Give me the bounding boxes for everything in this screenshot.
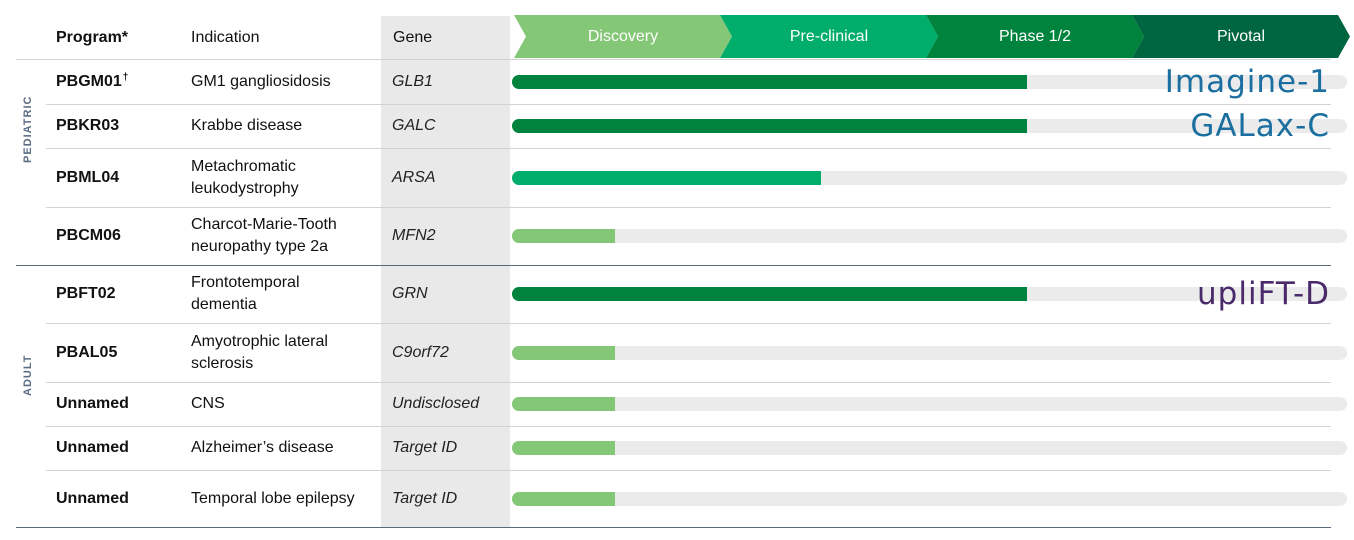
program-name: PBCM06 [56,227,121,244]
stage-label: Phase 1/2 [998,27,1072,45]
gene: Target ID [392,489,458,507]
program-logo: upliFT-D [1197,276,1330,312]
group-label: ADULT [22,354,34,396]
program-name: PBML04 [56,168,120,186]
indication: Frontotemporal dementia [191,274,300,313]
gene: C9orf72 [392,343,449,361]
progress-bar [512,345,615,360]
gene: ARSA [392,168,436,186]
row-divider [46,426,1331,427]
progress-track [512,491,1347,506]
progress-bar [512,287,1027,301]
progress-bar [512,170,821,185]
indication: Krabbe disease [191,117,303,134]
program-name: PBAL05 [56,343,118,361]
stage-label: Discovery [587,27,659,45]
header-program: Program* [56,29,129,46]
gene: Target ID [392,439,458,456]
indication: Metachromatic leukodystrophy [191,157,299,197]
gene: MFN2 [392,227,436,244]
dagger-footnote: † [122,71,129,83]
indication: Amyotrophic lateral sclerosis [191,332,328,372]
program-name: PBGM01† [56,71,129,90]
gene: GRN [392,285,428,302]
row-divider [46,323,1331,324]
program-name: Unnamed [56,489,129,507]
indication: Charcot-Marie-Tooth neuropathy type 2a [191,216,337,255]
progress-bar [512,491,615,506]
group-label: PEDIATRIC [22,95,34,163]
progress-track [512,441,1347,455]
gene-column-background [381,16,510,527]
group-divider [16,265,1331,266]
stage-arrow-3 [1132,15,1350,58]
stage-arrow-1 [720,15,938,58]
row-divider [46,104,1331,105]
header-indication: Indication [191,29,260,46]
progress-track [512,229,1347,243]
indication: GM1 gangliosidosis [191,73,331,90]
gene: GLB1 [392,73,433,90]
progress-bar [512,75,1027,89]
gene: GALC [392,117,436,134]
row-divider [46,148,1331,149]
program-name: PBFT02 [56,285,116,302]
progress-bar [512,441,615,455]
program-name: Unnamed [56,439,129,456]
progress-bar [512,119,1027,133]
table-border [16,59,1331,60]
indication: Alzheimer’s disease [191,439,334,456]
header-gene: Gene [393,29,433,46]
stage-label: Pivotal [1216,27,1266,45]
indication: CNS [191,395,225,412]
program-logo: Imagine-1 [1164,64,1330,100]
stage-label: Pre-clinical [789,27,869,45]
stage-arrow-2 [926,15,1144,58]
indication: Temporal lobe epilepsy [191,489,355,507]
stage-arrow-0 [514,15,732,58]
row-divider [46,470,1331,471]
row-divider [46,382,1331,383]
row-divider [46,207,1331,208]
gene: Undisclosed [392,395,480,412]
progress-bar [512,229,615,243]
progress-track [512,397,1347,411]
progress-track [512,345,1347,360]
program-logo: GALax-C [1190,108,1330,144]
program-name: Unnamed [56,395,129,412]
program-name: PBKR03 [56,117,120,134]
table-border [16,527,1331,528]
progress-bar [512,397,615,411]
